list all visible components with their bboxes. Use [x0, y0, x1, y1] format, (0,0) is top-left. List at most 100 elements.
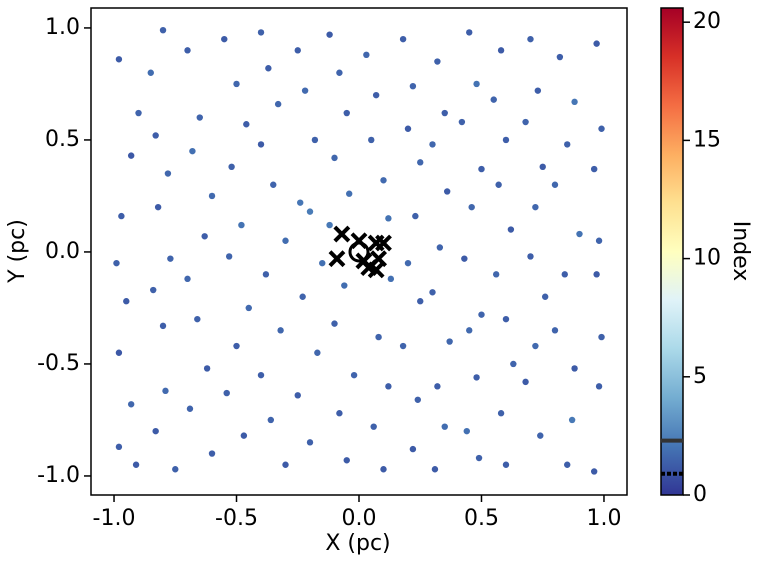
point	[568, 416, 576, 424]
point	[184, 275, 191, 283]
point	[297, 199, 304, 206]
point	[150, 286, 157, 294]
point	[159, 26, 167, 34]
point	[409, 82, 417, 90]
point	[257, 141, 265, 148]
cross-marker	[333, 225, 351, 243]
point	[267, 416, 275, 424]
point	[196, 114, 203, 121]
point	[478, 311, 485, 318]
point	[123, 298, 130, 305]
point	[473, 374, 480, 381]
point	[434, 383, 441, 390]
point	[368, 136, 375, 144]
point	[306, 439, 314, 446]
point	[387, 275, 395, 283]
point	[240, 432, 248, 439]
x-tick-label: -0.5	[215, 506, 258, 531]
point	[282, 461, 289, 468]
point	[446, 338, 453, 345]
point	[492, 271, 500, 278]
point	[282, 237, 289, 244]
cross-stroke	[375, 234, 392, 252]
point	[532, 203, 539, 211]
point	[343, 457, 350, 464]
point	[159, 322, 167, 330]
point	[443, 188, 451, 195]
point	[507, 226, 515, 233]
x-tick-label: -1.0	[93, 506, 136, 531]
point	[380, 177, 387, 184]
center-marker	[348, 241, 370, 263]
point	[363, 51, 370, 59]
point	[372, 91, 380, 99]
cross-marker	[328, 250, 346, 268]
point	[429, 289, 436, 296]
x-tick-label: 0.0	[342, 506, 377, 531]
point	[404, 259, 412, 267]
point	[527, 253, 534, 260]
point	[468, 203, 475, 211]
point	[331, 154, 338, 162]
point	[221, 35, 228, 43]
colorbar-tick-label: 20	[693, 9, 721, 34]
point	[466, 29, 473, 36]
point	[336, 410, 343, 417]
point	[203, 365, 211, 372]
point	[299, 293, 306, 300]
point	[326, 31, 333, 38]
point	[534, 87, 542, 94]
point	[270, 181, 277, 188]
point	[595, 383, 603, 390]
point	[564, 461, 571, 468]
point	[593, 271, 600, 278]
colorbar-tick-label: 0	[693, 482, 707, 507]
point	[385, 383, 392, 390]
point	[495, 181, 502, 188]
point	[189, 147, 196, 155]
point	[243, 121, 250, 128]
point	[331, 320, 338, 327]
point	[186, 405, 194, 412]
point	[556, 53, 564, 61]
y-tick-label: 0.5	[45, 127, 80, 152]
colorbar-label: Index	[728, 221, 753, 282]
point	[274, 100, 282, 108]
point	[502, 315, 510, 323]
point	[561, 271, 568, 278]
point	[343, 109, 350, 117]
colorbar-tick-label: 10	[693, 246, 721, 271]
point	[441, 423, 448, 430]
point	[208, 192, 216, 200]
point	[257, 29, 265, 36]
point	[380, 466, 387, 473]
point	[399, 35, 407, 43]
point	[522, 378, 529, 386]
point	[458, 118, 466, 126]
point	[571, 98, 578, 106]
point	[350, 371, 358, 379]
colorbar	[660, 7, 684, 496]
point	[262, 271, 270, 278]
point	[466, 327, 473, 334]
point	[147, 69, 154, 76]
point	[399, 342, 407, 350]
point	[233, 80, 240, 88]
colorbar-tick-label: 15	[693, 127, 721, 152]
point	[225, 253, 233, 260]
y-tick-label: -0.5	[37, 351, 80, 376]
point	[412, 212, 419, 220]
point	[598, 125, 605, 132]
cross-stroke	[370, 250, 388, 268]
point	[132, 461, 140, 468]
x-axis-label: X (pc)	[325, 531, 390, 556]
point	[301, 87, 309, 94]
point	[319, 259, 326, 267]
point	[497, 47, 505, 54]
point	[370, 423, 377, 430]
point	[527, 35, 534, 43]
point	[115, 56, 123, 63]
cross-marker	[370, 250, 388, 268]
point	[233, 342, 240, 350]
